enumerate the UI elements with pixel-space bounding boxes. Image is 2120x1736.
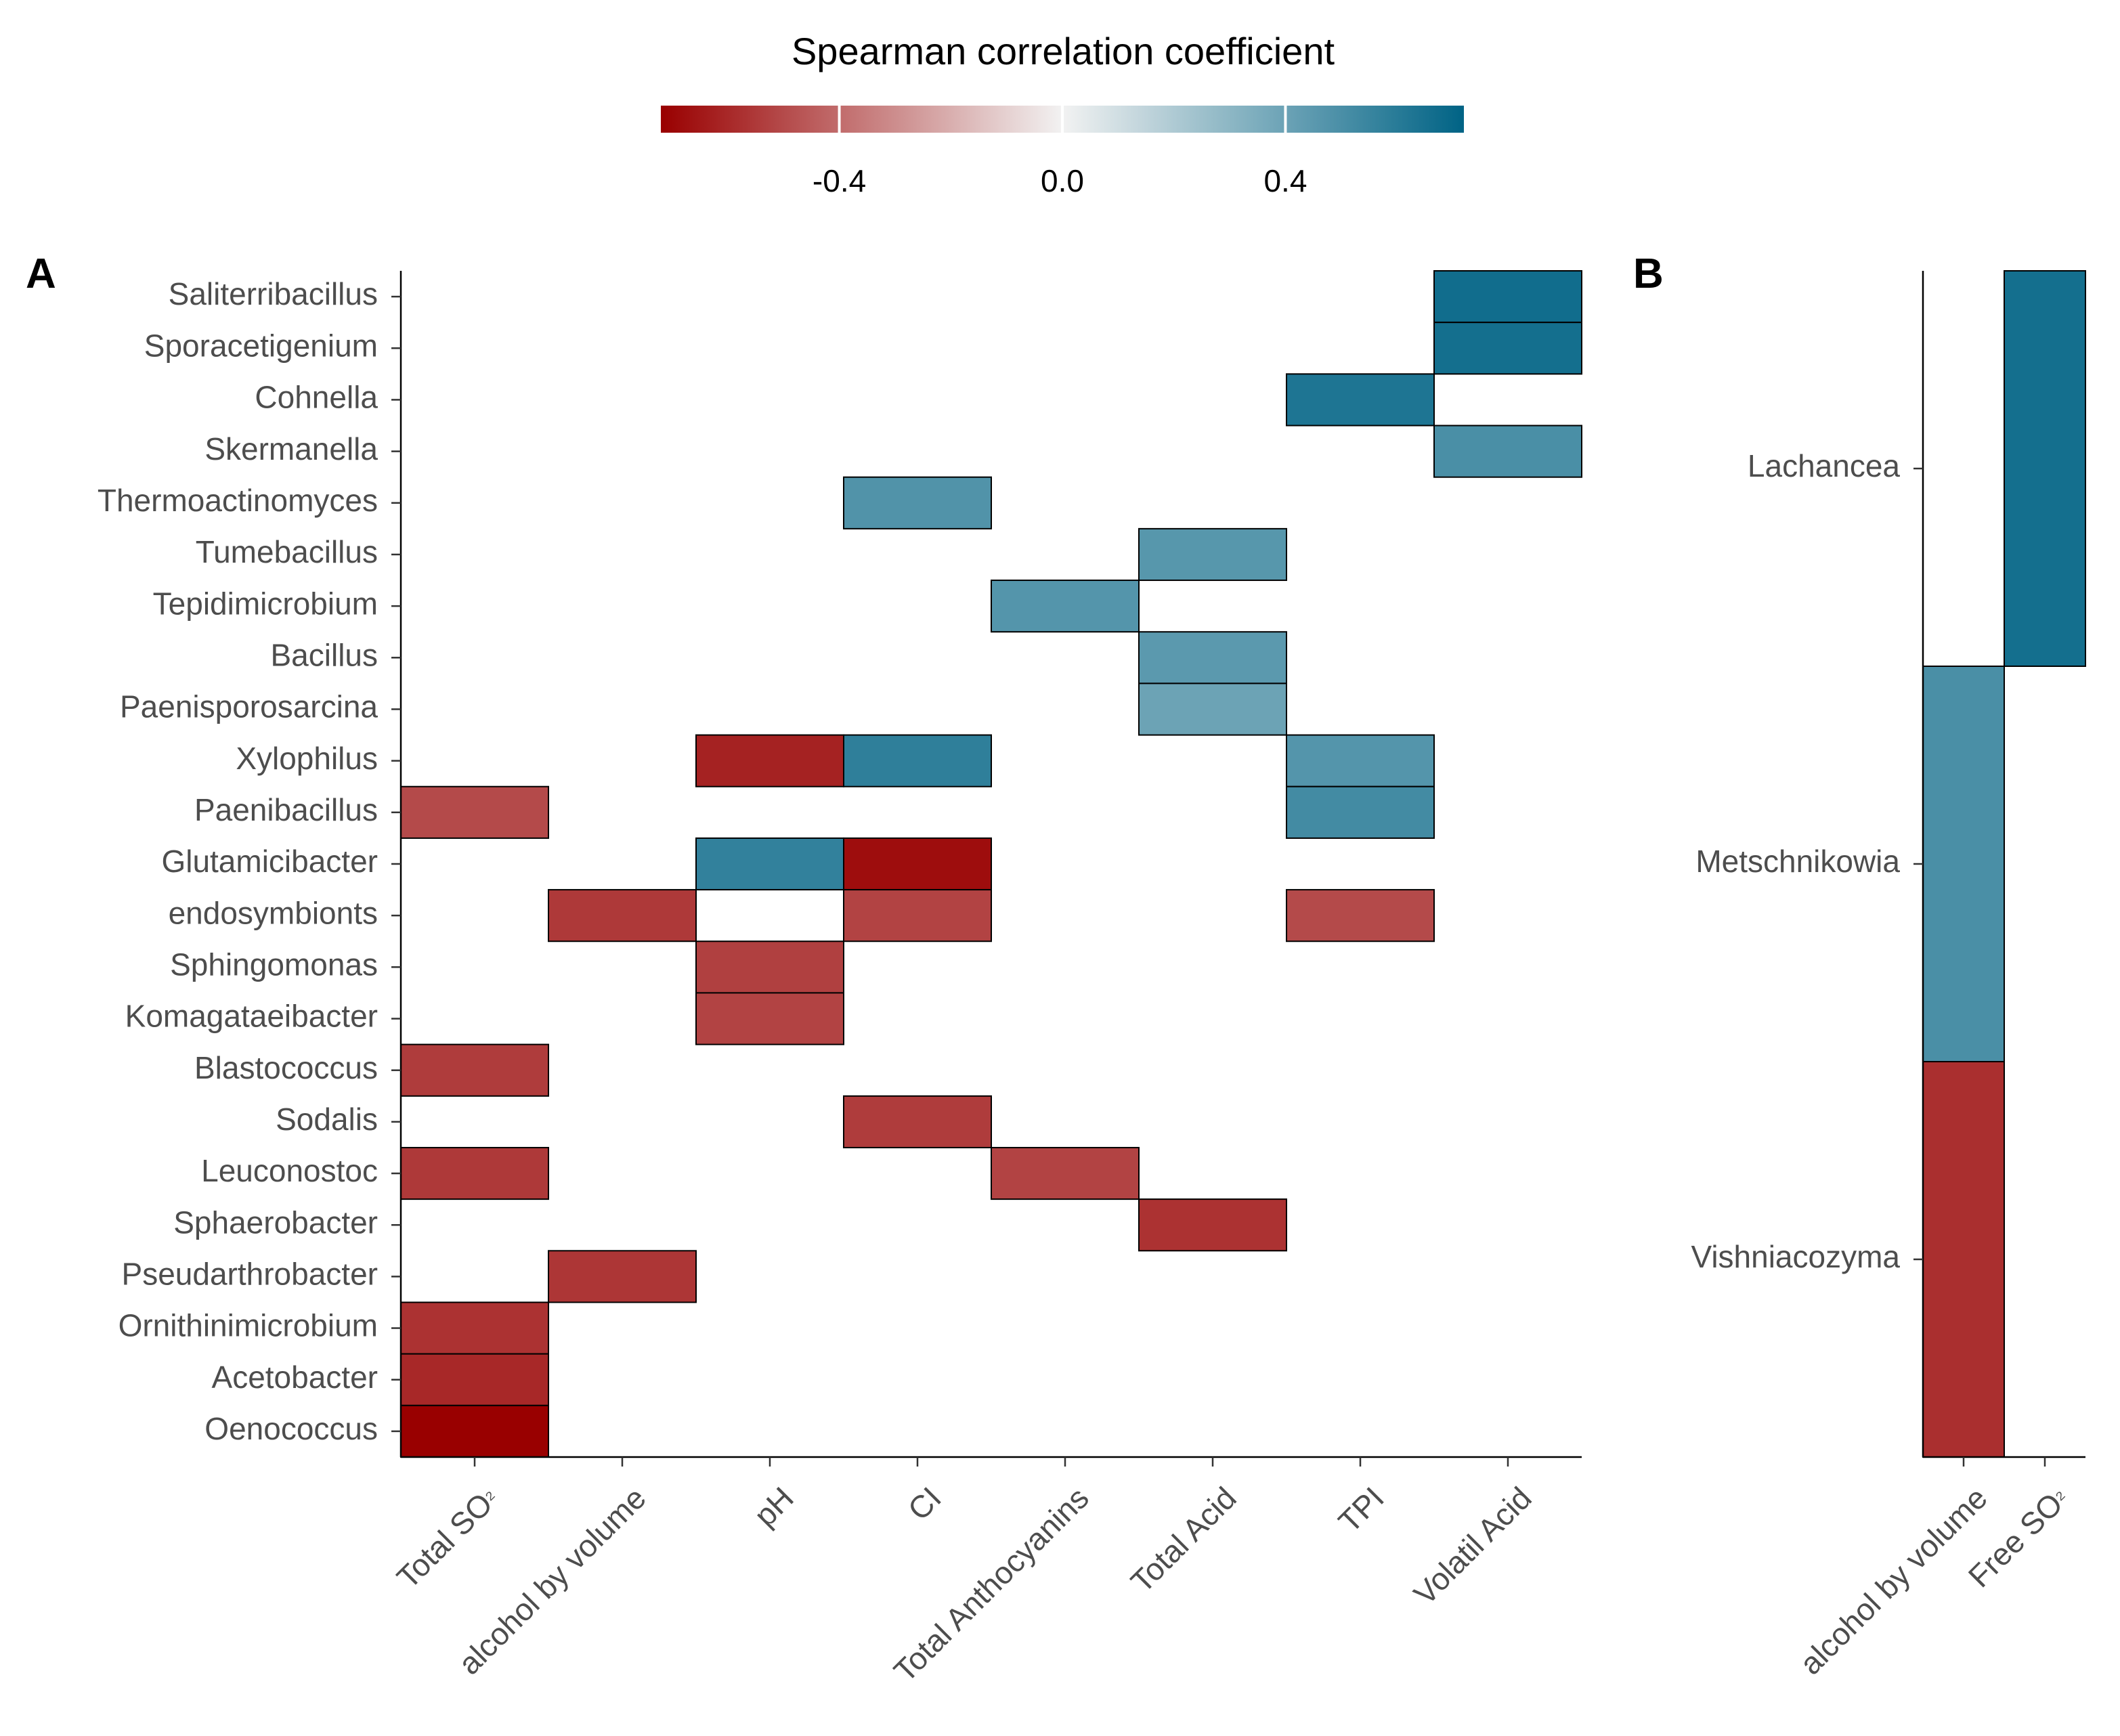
cell-oenococcus-total-so	[400, 1404, 549, 1458]
cell-tepidimicrobium-total-anthocyanins	[991, 580, 1140, 633]
y-tick-label-blastococcus: Blastococcus	[194, 1050, 378, 1085]
cell-cohnella-tpi	[1286, 373, 1435, 427]
cell-blastococcus-total-so	[400, 1043, 549, 1097]
legend-title: Spearman correlation coefficient	[792, 30, 1335, 72]
cell-endosymbionts-tpi	[1286, 889, 1435, 942]
cell-skermanella-volatil-acid	[1433, 425, 1582, 478]
cell-endosymbionts-alcohol-by-volume	[548, 889, 697, 942]
y-tick-label-acetobacter: Acetobacter	[212, 1360, 378, 1395]
y-tick-label-pseudarthrobacter: Pseudarthrobacter	[122, 1257, 378, 1292]
cell-xylophilus-tpi	[1286, 734, 1435, 787]
panel-a-heatmap: Saliterribacillus Sporacetigenium Cohnella…	[98, 270, 1582, 1689]
y-tick-label-vishniacozyma: Vishniacozyma	[1691, 1239, 1900, 1274]
y-tick-label-xylophilus: Xylophilus	[236, 741, 378, 776]
x-tick-label-tpi: TPI	[1331, 1480, 1390, 1539]
y-tick-label-paenisporosarcina: Paenisporosarcina	[120, 689, 378, 724]
cell-ornithinimicrobium-total-so	[400, 1301, 549, 1355]
cell-glutamicibacter-ph	[695, 837, 844, 891]
x-tick-label-ph: pH	[747, 1480, 800, 1533]
y-tick-label-lachancea: Lachancea	[1748, 448, 1900, 483]
y-tick-label-thermoactinomyces: Thermoactinomyces	[98, 483, 378, 518]
y-tick-label-endosymbionts: endosymbionts	[169, 895, 378, 930]
cell-sphaerobacter-total-acid	[1138, 1198, 1287, 1252]
x-tick-label-total-so: Total SO₂	[390, 1480, 505, 1595]
x-tick-label-volatil-acid: Volatil Acid	[1407, 1480, 1538, 1611]
panel-b-heatmap: Lachancea Metschnikowia Vishniacozyma alcoh…	[1691, 270, 2086, 1681]
cell-xylophilus-ci	[843, 734, 992, 787]
colorbar-tick-label: -0.4	[813, 163, 866, 198]
panel-a-tag: A	[26, 251, 56, 297]
y-tick-label-bacillus: Bacillus	[270, 637, 378, 672]
cell-thermoactinomyces-ci	[843, 476, 992, 529]
y-tick-label-skermanella: Skermanella	[204, 431, 378, 466]
y-tick-label-tepidimicrobium: Tepidimicrobium	[153, 586, 378, 621]
cell-komagataeibacter-ph	[695, 992, 844, 1045]
colorbar-tick-label: 0.0	[1041, 163, 1084, 198]
cell-leuconostoc-total-anthocyanins	[991, 1146, 1140, 1200]
y-tick-label-ornithinimicrobium: Ornithinimicrobium	[118, 1308, 378, 1343]
y-tick-label-oenococcus: Oenococcus	[204, 1411, 378, 1446]
y-tick-label-sodalis: Sodalis	[276, 1102, 378, 1137]
x-tick-label-total-acid: Total Acid	[1124, 1480, 1243, 1599]
cell-endosymbionts-ci	[843, 889, 992, 942]
colorbar-legend: Spearman correlation coefficient -0.4 0.0…	[661, 30, 1464, 198]
cell-tumebacillus-total-acid	[1138, 527, 1287, 582]
cell-sphingomonas-ph	[695, 940, 844, 994]
y-tick-label-tumebacillus: Tumebacillus	[196, 534, 378, 569]
cell-paenisporosarcina-total-acid	[1138, 682, 1287, 736]
y-tick-label-sphingomonas: Sphingomonas	[170, 947, 378, 982]
cell-saliterribacillus-volatil-acid	[1433, 270, 1582, 324]
cell-pseudarthrobacter-alcohol-by-volume	[548, 1250, 697, 1303]
cell-paenibacillus-tpi	[1286, 785, 1435, 839]
y-tick-label-sphaerobacter: Sphaerobacter	[173, 1205, 378, 1240]
y-tick-label-komagataeibacter: Komagataeibacter	[125, 999, 378, 1034]
y-tick-label-paenibacillus: Paenibacillus	[194, 792, 378, 827]
panel-b-tag: B	[1633, 251, 1664, 297]
cell-paenibacillus-total-so	[400, 785, 549, 839]
y-tick-label-cohnella: Cohnella	[255, 380, 378, 415]
y-tick-label-glutamicibacter: Glutamicibacter	[161, 844, 378, 879]
cell-vishniacozyma-alcohol-by-volume	[1922, 1061, 2005, 1458]
x-tick-label-ci: CI	[901, 1480, 948, 1527]
y-tick-label-saliterribacillus: Saliterribacillus	[169, 276, 378, 311]
cell-lachancea-free-so	[2004, 270, 2086, 667]
cell-xylophilus-ph	[695, 734, 844, 787]
colorbar-tick-label: 0.4	[1263, 163, 1307, 198]
x-tick-label-alcohol-by-volume: alcohol by volume	[1793, 1480, 1994, 1681]
y-tick-label-sporacetigenium: Sporacetigenium	[144, 328, 378, 363]
cell-sodalis-ci	[843, 1095, 992, 1148]
y-tick-label-metschnikowia: Metschnikowia	[1695, 844, 1900, 879]
cell-bacillus-total-acid	[1138, 631, 1287, 685]
cell-metschnikowia-alcohol-by-volume	[1922, 666, 2005, 1062]
cell-sporacetigenium-volatil-acid	[1433, 322, 1582, 375]
cell-glutamicibacter-ci	[843, 837, 992, 891]
cell-acetobacter-total-so	[400, 1353, 549, 1406]
y-tick-label-leuconostoc: Leuconostoc	[201, 1153, 378, 1188]
cell-leuconostoc-total-so	[400, 1146, 549, 1200]
